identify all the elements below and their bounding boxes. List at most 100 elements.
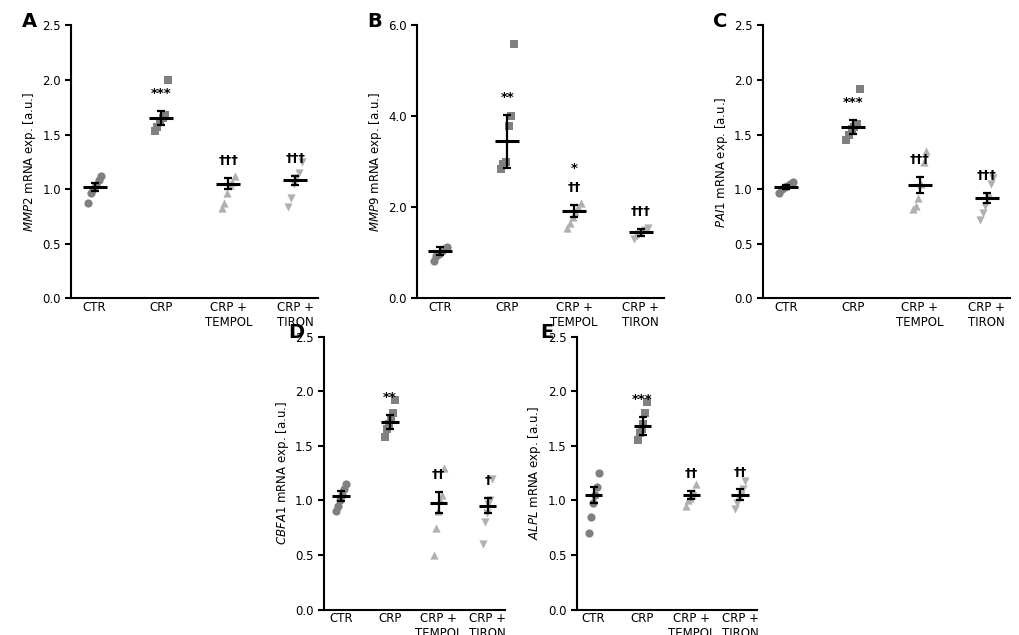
Point [631,427,647,438]
Point [735,485,751,495]
Point [775,182,792,192]
Point [474,539,490,549]
Point [378,424,394,434]
Point [329,501,345,511]
Point [85,184,101,194]
Point [684,490,700,500]
Point [558,223,575,233]
Text: †††: ††† [909,153,928,166]
Point [688,479,704,489]
Point [155,113,171,123]
Point [328,506,344,516]
Point [570,203,586,213]
Point [438,242,454,252]
Point [635,419,651,429]
Text: ***: *** [151,87,171,100]
Point [226,171,243,181]
Point [678,501,694,511]
Point [216,198,232,208]
Text: ***: *** [842,96,862,109]
Point [590,468,606,478]
Y-axis label: $\it{MMP9}$ mRNA exp. [a.u.]: $\it{MMP9}$ mRNA exp. [a.u.] [367,92,383,232]
Point [384,408,400,418]
Point [337,479,354,489]
Point [782,178,798,189]
Point [436,244,452,255]
Point [93,171,109,181]
Point [572,198,588,208]
Point [376,432,392,442]
Y-axis label: $\it{PAI1}$ mRNA exp. [a.u.]: $\it{PAI1}$ mRNA exp. [a.u.] [712,97,729,227]
Text: D: D [287,323,304,342]
Point [425,256,441,266]
Text: *: * [570,162,577,175]
Text: ††: †† [684,467,697,479]
Y-axis label: $\it{MMP2}$ mRNA exp. [a.u.]: $\it{MMP2}$ mRNA exp. [a.u.] [21,92,38,232]
Point [83,187,99,197]
Text: †††: ††† [975,168,996,182]
Point [224,177,240,187]
Point [580,528,596,538]
Point [567,207,583,217]
Point [727,504,743,514]
Point [285,178,302,189]
Point [386,395,403,405]
Point [433,490,449,500]
Point [333,490,350,500]
Point [971,215,987,225]
Text: **: ** [382,391,396,404]
Point [88,180,104,190]
Point [480,498,496,509]
Point [636,225,652,236]
Point [427,523,443,533]
Point [984,173,1001,184]
Text: ††: †† [432,468,445,481]
Point [729,497,745,507]
Point [430,249,446,259]
Point [733,490,749,500]
Point [838,135,854,145]
Point [561,218,578,229]
Point [851,84,867,94]
Point [628,231,644,241]
Point [221,180,237,190]
Point [213,203,229,213]
Point [218,187,234,197]
Point [584,497,600,507]
Point [280,202,297,212]
Point [335,485,352,495]
Text: †††: ††† [631,205,650,218]
Point [973,208,989,218]
Text: ††: †† [733,465,746,479]
Point [428,251,444,261]
Text: †††: ††† [285,152,305,165]
Point [433,246,449,256]
Point [784,177,800,187]
Point [773,184,790,194]
Point [633,424,649,434]
Point [564,212,580,222]
Point [912,178,928,189]
Point [431,495,447,505]
Point [160,75,176,85]
Point [435,462,451,472]
Point [976,201,993,211]
Y-axis label: $\it{ALPL}$ mRNA exp. [a.u.]: $\it{ALPL}$ mRNA exp. [a.u.] [526,406,543,540]
Point [680,495,696,505]
Point [484,474,500,484]
Point [779,181,795,191]
Point [502,111,519,121]
Text: **: ** [500,91,514,104]
Text: ††: †† [567,181,580,194]
Point [505,39,522,49]
Point [588,482,604,492]
Point [79,198,96,208]
Point [152,116,168,126]
Point [639,223,655,233]
Point [634,227,650,237]
Point [840,130,856,140]
Point [157,110,173,120]
Point [682,493,698,504]
Point [492,164,508,174]
Point [629,435,645,445]
